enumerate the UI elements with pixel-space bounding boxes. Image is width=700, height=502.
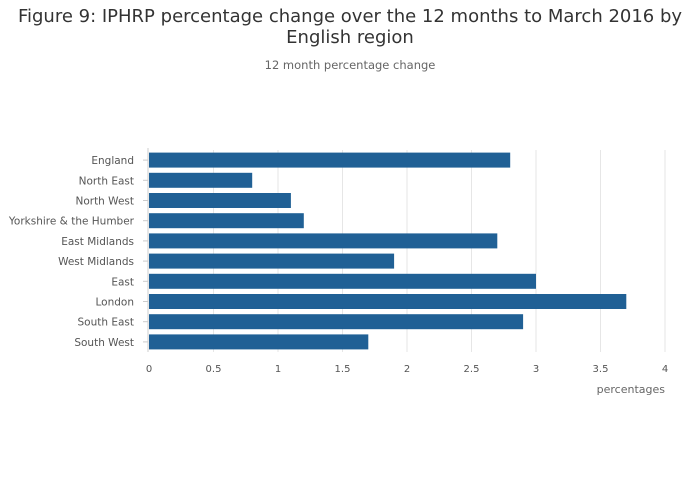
x-tick-label: 4 (662, 364, 668, 375)
category-labels: England North East North West Yorkshire & t… (8, 155, 135, 349)
x-axis-title: percentages (597, 383, 666, 396)
category-label: London (96, 297, 135, 309)
category-label: England (91, 155, 134, 167)
bar (149, 172, 253, 188)
bar (149, 294, 627, 309)
x-tick-label: 2.5 (464, 364, 480, 375)
x-tick-label: 2 (404, 364, 410, 375)
bar (149, 152, 511, 168)
chart-subtitle: 12 month percentage change (264, 58, 436, 72)
bar (149, 334, 369, 350)
category-label: North East (79, 175, 134, 187)
bar (149, 193, 291, 208)
category-label: South East (77, 317, 134, 329)
bar (149, 213, 304, 229)
x-tick-label: 1 (275, 364, 281, 375)
x-tick-label: 0.5 (206, 364, 222, 375)
category-label: East (111, 276, 134, 288)
chart-title: Figure 9: IPHRP percentage change over t… (17, 6, 683, 48)
x-tick-labels: 0 0.5 1 1.5 2 2.5 3 3.5 4 (146, 364, 668, 375)
x-tick-label: 1.5 (335, 364, 351, 375)
category-label: North West (75, 196, 134, 208)
category-label: East Midlands (61, 236, 134, 248)
category-label: West Midlands (58, 256, 134, 268)
bar (149, 314, 524, 330)
x-tick-label: 0 (146, 364, 152, 375)
x-tick-label: 3.5 (593, 364, 609, 375)
bars (149, 152, 627, 350)
bar (149, 253, 395, 269)
bar (149, 273, 536, 289)
category-label: South West (74, 337, 134, 349)
x-tick-label: 3 (533, 364, 539, 375)
category-label: Yorkshire & the Humber (8, 216, 135, 228)
bar (149, 233, 498, 249)
